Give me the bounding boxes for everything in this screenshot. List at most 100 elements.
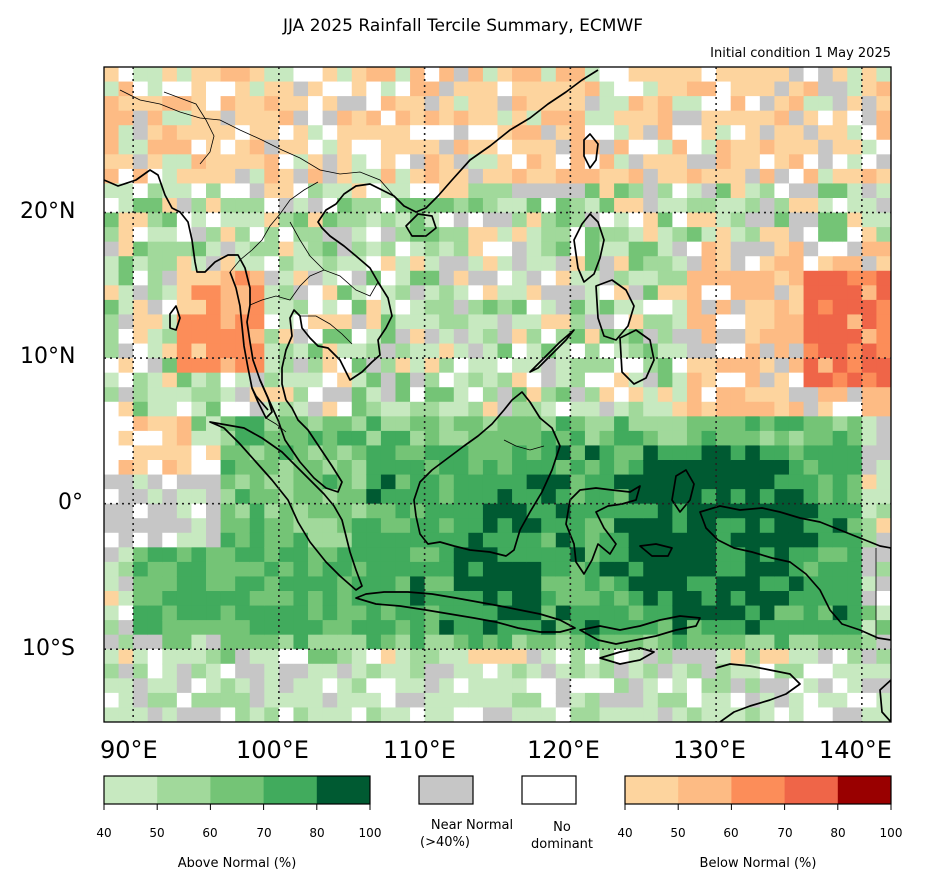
grid-cell (526, 663, 542, 679)
grid-cell (133, 183, 149, 199)
figure-subtitle: Initial condition 1 May 2025 (710, 46, 891, 61)
grid-cell (555, 576, 571, 592)
grid-cell (832, 387, 848, 403)
grid-cell (410, 270, 426, 286)
below-tick-50: 50 (670, 826, 686, 840)
grid-cell (745, 227, 761, 243)
grid-cell (541, 387, 557, 403)
grid-cell (351, 620, 367, 636)
grid-cell (803, 183, 819, 199)
grid-cell (570, 168, 586, 185)
grid-cell (497, 503, 513, 519)
grid-cell (730, 299, 746, 316)
grid-cell (803, 299, 819, 316)
grid-cell (366, 139, 382, 155)
grid-cell (410, 445, 426, 461)
grid-cell (337, 198, 353, 214)
grid-cell (424, 256, 440, 272)
grid-cell (322, 605, 338, 621)
grid-cell (541, 663, 557, 679)
grid-cell (847, 707, 863, 722)
grid-cell (278, 445, 295, 461)
grid-cell (526, 343, 542, 359)
grid-cell (133, 401, 149, 417)
grid-cell (745, 358, 761, 374)
grid-cell (847, 256, 863, 272)
grid-cell (220, 96, 236, 112)
grid-cell (206, 299, 222, 316)
grid-cell (628, 445, 644, 461)
grid-cell (716, 299, 732, 316)
grid-cell (410, 212, 426, 228)
grid-cell (745, 445, 761, 461)
grid-cell (351, 299, 367, 316)
grid-cell (672, 430, 688, 447)
grid-cell (614, 81, 630, 97)
grid-cell (759, 663, 775, 679)
grid-cell (206, 547, 222, 563)
grid-cell (220, 692, 236, 709)
grid-cell (599, 81, 615, 97)
grid-cell (439, 430, 455, 447)
grid-cell (235, 67, 251, 83)
grid-cell (366, 96, 382, 112)
grid-cell (657, 605, 673, 621)
grid-cell (439, 314, 455, 330)
grid-cell (337, 67, 353, 83)
grid-cell (818, 343, 834, 359)
grid-cell (497, 343, 513, 359)
grid-cell (570, 489, 586, 505)
grid-cell (803, 445, 819, 461)
grid-cell (512, 663, 528, 679)
lon-label-110e: 110°E (383, 736, 456, 764)
grid-cell (104, 372, 120, 388)
grid-cell (847, 518, 863, 534)
grid-cell (818, 591, 834, 607)
grid-cell (118, 561, 134, 578)
grid-cell (686, 110, 703, 126)
grid-cell (380, 678, 397, 694)
grid-cell (847, 96, 863, 112)
grid-cell (643, 212, 659, 228)
grid-cell (453, 154, 469, 170)
grid-cell (599, 343, 615, 359)
grid-cell (818, 168, 834, 185)
grid-cell (147, 67, 163, 83)
grid-cell (249, 416, 265, 432)
grid-cell (133, 678, 149, 694)
grid-cell (657, 67, 673, 83)
grid-cell (424, 168, 440, 185)
grid-cell (104, 692, 120, 709)
grid-cell (614, 605, 630, 621)
grid-cell (832, 67, 848, 83)
grid-cell (453, 416, 469, 432)
grid-cell (788, 489, 805, 505)
grid-cell (453, 125, 469, 141)
grid-cell (686, 96, 703, 112)
grid-cell (818, 96, 834, 112)
grid-cell (424, 81, 440, 97)
above-tick-100: 100 (358, 826, 382, 840)
grid-cell (191, 139, 207, 155)
grid-cell (628, 561, 644, 578)
grid-cell (555, 168, 571, 185)
grid-cell (847, 561, 863, 578)
grid-cell (672, 96, 688, 112)
grid-cell (308, 649, 324, 665)
grid-cell (162, 299, 178, 316)
grid-cell (599, 212, 615, 228)
grid-cell (308, 401, 324, 417)
grid-cell (643, 561, 659, 578)
grid-cell (541, 707, 557, 722)
grid-cell (293, 649, 309, 665)
grid-cell (672, 154, 688, 170)
grid-cell (482, 460, 499, 476)
grid-cell (803, 692, 819, 709)
grid-cell (249, 227, 265, 243)
grid-cell (599, 256, 615, 272)
grid-cell (468, 474, 484, 490)
grid-cell (788, 401, 805, 417)
grid-cell (308, 591, 324, 607)
grid-cell (628, 692, 644, 709)
grid-cell (803, 212, 819, 228)
